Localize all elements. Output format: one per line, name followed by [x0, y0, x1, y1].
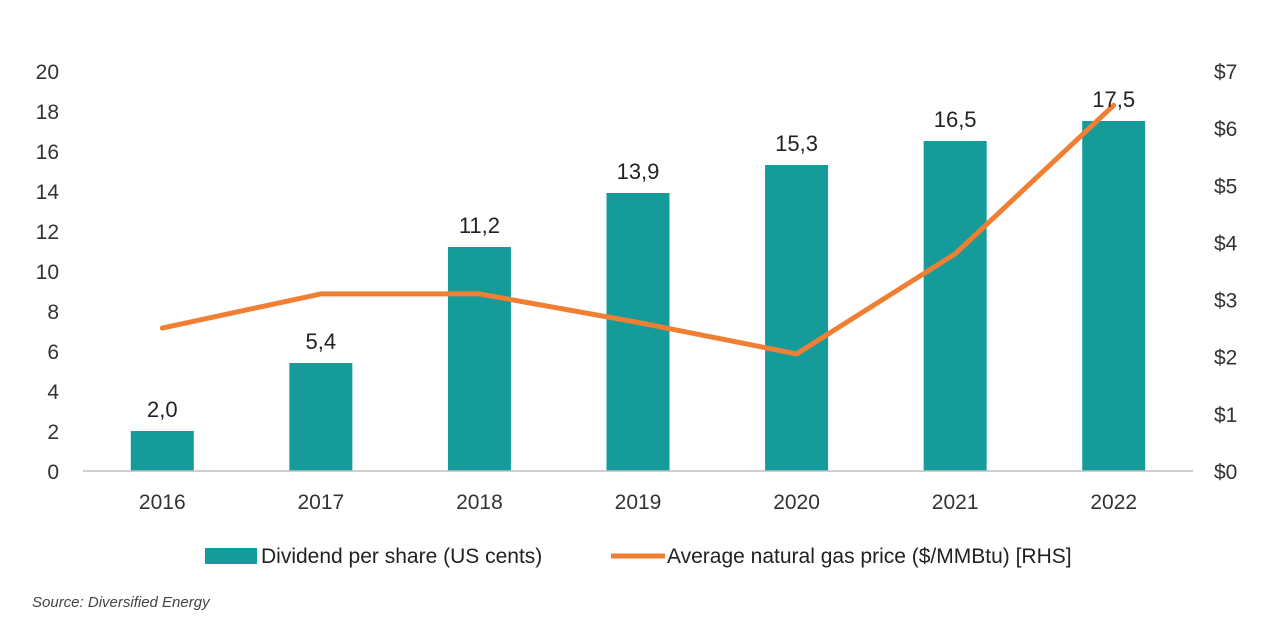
- right-axis-tick-label: $3: [1214, 290, 1237, 313]
- left-axis-tick-label: 14: [36, 181, 60, 204]
- dividend-bar: [289, 363, 353, 471]
- legend-bar-label: Dividend per share (US cents): [261, 545, 542, 568]
- dividend-bar: [130, 431, 194, 471]
- bar-data-label: 13,9: [617, 159, 660, 184]
- legend: Dividend per share (US cents) Average na…: [205, 545, 1072, 568]
- dividend-bar: [765, 165, 829, 471]
- dividend-bar: [923, 141, 987, 471]
- left-axis-tick-label: 6: [47, 341, 59, 364]
- right-axis-tick-label: $2: [1214, 347, 1237, 370]
- x-axis-tick-label: 2018: [456, 491, 503, 514]
- gas-price-line-series: [159, 102, 1117, 357]
- x-axis-tick-label: 2016: [139, 491, 186, 514]
- x-axis-tick-label: 2019: [615, 491, 662, 514]
- left-axis-tick-label: 20: [36, 61, 59, 84]
- bar-data-label: 15,3: [775, 131, 818, 156]
- left-axis-tick-label: 16: [36, 141, 59, 164]
- gas-price-line: [159, 102, 1117, 357]
- legend-line-label: Average natural gas price ($/MMBtu) [RHS…: [667, 545, 1072, 568]
- left-axis-tick-label: 4: [47, 381, 59, 404]
- dividend-bar: [606, 193, 670, 471]
- bar-data-label: 17,5: [1092, 87, 1135, 112]
- source-note: Source: Diversified Energy: [32, 594, 210, 611]
- dividend-bars: [130, 121, 1146, 471]
- dividend-bar: [447, 247, 511, 471]
- legend-bar-swatch: [205, 548, 257, 564]
- bar-data-label: 11,2: [459, 213, 500, 238]
- left-axis-tick-label: 2: [47, 421, 59, 444]
- bar-data-label: 16,5: [934, 107, 977, 132]
- bar-data-labels: 2,0 5,4 11,2 13,9 15,3 16,5 17,5: [147, 87, 1135, 422]
- right-axis-tick-label: $0: [1214, 461, 1237, 484]
- left-axis-tick-label: 0: [47, 461, 59, 484]
- bar-data-label: 2,0: [147, 397, 178, 422]
- x-axis-tick-label: 2020: [773, 491, 820, 514]
- x-axis-tick-label: 2022: [1090, 491, 1137, 514]
- right-axis-tick-label: $4: [1214, 232, 1238, 255]
- right-axis-tick-label: $1: [1214, 404, 1237, 427]
- left-axis-tick-label: 8: [47, 301, 59, 324]
- dividend-bar: [1082, 121, 1146, 471]
- x-axis-tick-label: 2021: [932, 491, 979, 514]
- right-axis-tick-label: $6: [1214, 118, 1237, 141]
- right-y-axis: $0 $1 $2 $3 $4 $5 $6 $7: [1214, 61, 1238, 484]
- left-axis-tick-label: 12: [36, 221, 59, 244]
- x-axis-tick-label: 2017: [297, 491, 344, 514]
- right-axis-tick-label: $7: [1214, 61, 1237, 84]
- right-axis-tick-label: $5: [1214, 175, 1237, 198]
- x-axis-ticks: 2016 2017 2018 2019 2020 2021 2022: [139, 491, 1137, 514]
- bar-data-label: 5,4: [306, 329, 337, 354]
- left-y-axis: 0 2 4 6 8 10 12 14 16 18 20: [36, 61, 60, 484]
- left-axis-tick-label: 10: [36, 261, 59, 284]
- left-axis-tick-label: 18: [36, 101, 59, 124]
